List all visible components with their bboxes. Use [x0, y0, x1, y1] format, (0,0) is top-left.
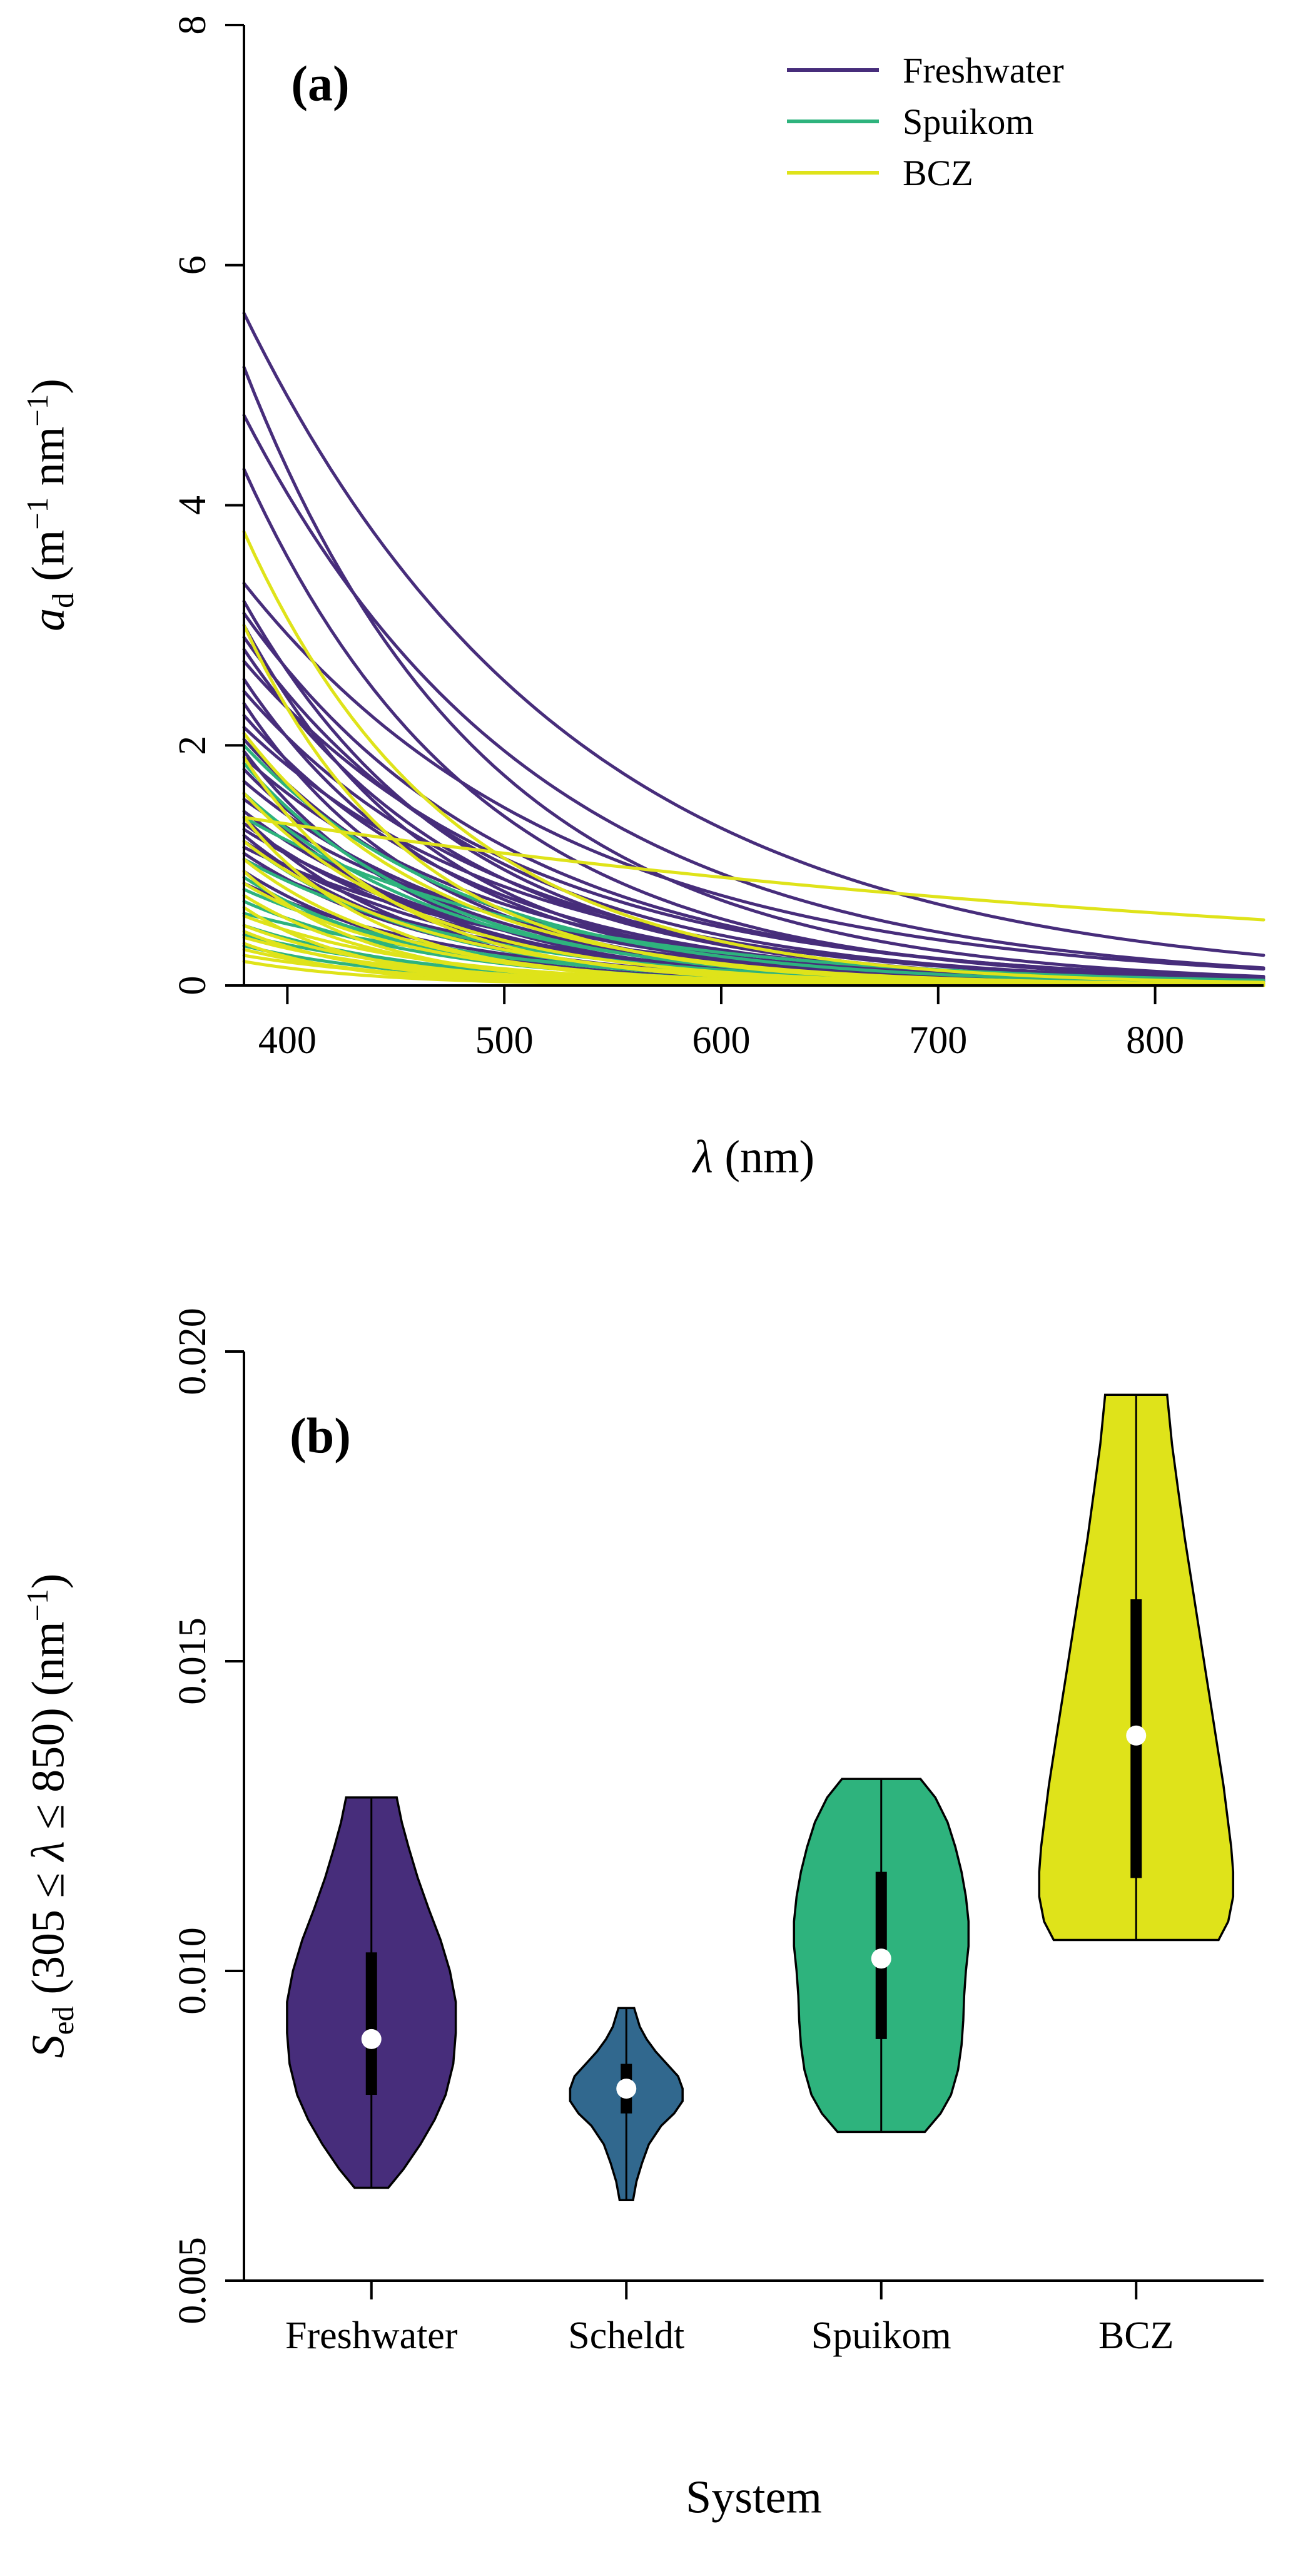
panel-b-tag: (b)	[290, 1408, 351, 1464]
panel-a-y-tick-label: 2	[171, 736, 214, 755]
spectrum-curve-freshwater	[242, 659, 1265, 979]
legend-label-spuikom: Spuikom	[903, 101, 1034, 142]
panel-b-y-axis-label: Sed (305 ≤ λ ≤ 850) (nm−1)	[19, 1574, 81, 2059]
panel-a-y-tick-label: 4	[171, 496, 214, 515]
spectrum-curve-freshwater	[242, 365, 1265, 979]
panel-b-violin-plot: Freshwater Scheldt Spuikom BCZ 0.005 0.010 0.0…	[171, 1308, 1264, 2357]
spectrum-curve-spuikom	[242, 815, 1265, 982]
panel-a-x-tick-label: 500	[475, 1019, 534, 1062]
panel-b-x-axis-label: System	[686, 2472, 822, 2525]
label-segment: (nm)	[712, 1131, 815, 1183]
violin-median-dot-spuikom	[871, 1948, 891, 1969]
spectrum-curve-freshwater	[242, 312, 1265, 957]
panel-b-x-tick-label-freshwater: Freshwater	[285, 2314, 458, 2357]
label-segment: a	[23, 608, 74, 631]
label-segment: −1	[19, 1589, 54, 1622]
label-segment: −1	[19, 394, 54, 427]
spectrum-curve-freshwater	[242, 726, 1265, 981]
label-segment: (305 ≤	[23, 1861, 74, 2007]
panel-a-spectra-plot: 400 500 600 700 800 0 2 4 6 8 Freshwater Spuikom BCZ	[171, 16, 1265, 1062]
label-segment: nm	[23, 426, 74, 497]
label-segment: d	[46, 593, 81, 608]
label-segment: System	[686, 2472, 822, 2523]
legend-label-bcz: BCZ	[903, 153, 973, 193]
label-segment: S	[23, 2035, 74, 2059]
panel-a-x-tick-label: 600	[692, 1019, 750, 1062]
label-segment: (m	[23, 529, 74, 593]
spectrum-curve-freshwater	[242, 414, 1265, 970]
label-segment: ≤ 850) (nm	[23, 1621, 74, 1841]
panel-b-x-tick-label-bcz: BCZ	[1098, 2314, 1174, 2357]
legend-label-freshwater: Freshwater	[903, 50, 1064, 91]
label-segment: ed	[46, 2006, 81, 2035]
panel-b-y-tick-label: 0.015	[171, 1617, 214, 1705]
spectrum-curve-bcz	[242, 731, 1265, 986]
label-segment: λ	[23, 1841, 74, 1861]
label-segment: −1	[19, 497, 54, 530]
label-segment: λ	[692, 1131, 713, 1183]
violin-median-dot-freshwater	[361, 2029, 382, 2049]
panel-a-x-axis-label: λ (nm)	[693, 1131, 814, 1184]
panel-a-y-tick-label: 8	[171, 16, 214, 35]
panel-a-x-tick-label: 800	[1126, 1019, 1184, 1062]
violin-median-dot-scheldt	[616, 2079, 637, 2099]
spectrum-curve-bcz	[242, 530, 1265, 984]
panel-a-tag: (a)	[291, 56, 350, 112]
violin-median-dot-bcz	[1126, 1725, 1147, 1746]
label-segment: )	[23, 1573, 74, 1589]
panel-a-x-tick-label: 400	[258, 1019, 317, 1062]
panel-b-y-tick-label: 0.005	[171, 2237, 214, 2324]
panel-a-y-axis-label: ad (m−1 nm−1)	[19, 379, 81, 631]
spectrum-curve-freshwater	[242, 581, 1265, 971]
panel-b-y-tick-label: 0.020	[171, 1308, 214, 1395]
label-segment: )	[23, 379, 74, 394]
panel-b-x-tick-label-spuikom: Spuikom	[811, 2314, 951, 2357]
panel-b-x-tick-label-scheldt: Scheldt	[568, 2314, 684, 2357]
panel-a-x-tick-label: 700	[909, 1019, 967, 1062]
panel-b-y-tick-label: 0.010	[171, 1927, 214, 2015]
panel-a-y-tick-label: 6	[171, 255, 214, 275]
panel-a-y-tick-label: 0	[171, 976, 214, 995]
spectrum-curve-bcz	[242, 815, 1265, 922]
violin-iqr-box-freshwater	[365, 1952, 377, 2095]
